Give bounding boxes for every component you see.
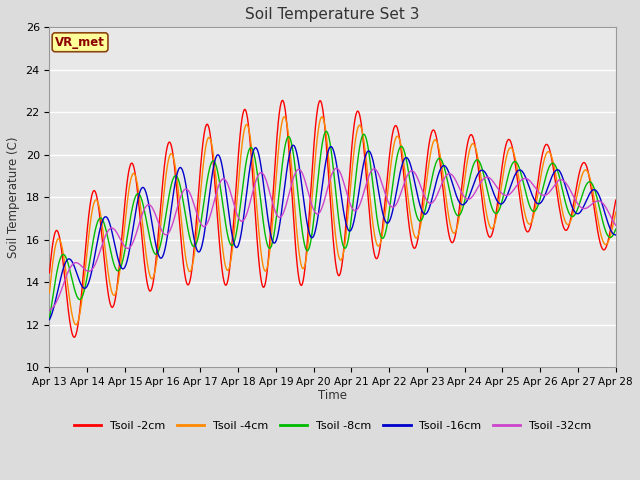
- Text: VR_met: VR_met: [55, 36, 105, 49]
- Title: Soil Temperature Set 3: Soil Temperature Set 3: [245, 7, 420, 22]
- X-axis label: Time: Time: [318, 389, 347, 402]
- Y-axis label: Soil Temperature (C): Soil Temperature (C): [7, 136, 20, 258]
- Legend: Tsoil -2cm, Tsoil -4cm, Tsoil -8cm, Tsoil -16cm, Tsoil -32cm: Tsoil -2cm, Tsoil -4cm, Tsoil -8cm, Tsoi…: [69, 417, 596, 435]
